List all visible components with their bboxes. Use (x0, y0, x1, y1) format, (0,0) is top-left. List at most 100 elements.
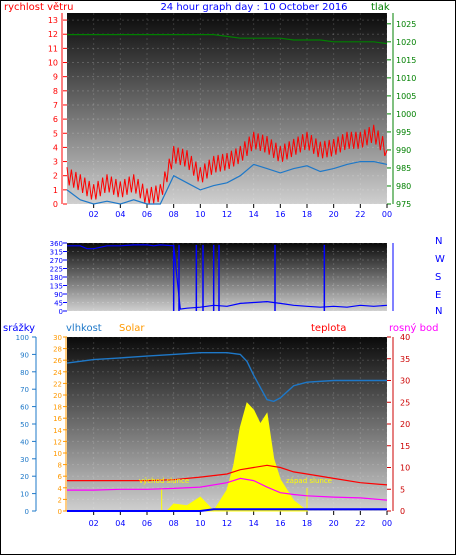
panel-direction (67, 243, 387, 311)
humidity-y-tick-label: 2 (58, 496, 62, 504)
chart-title: 24 hour graph day : 10 October 2016 (160, 2, 347, 13)
solar-label: Solar (119, 323, 145, 334)
rain-y-tick-label: 20 (20, 473, 29, 481)
x-tick-label: 18 (302, 519, 312, 528)
temperature-y-tick-label: 10 (400, 464, 410, 473)
rain-y-tick-label: 40 (20, 438, 29, 446)
x-tick-label: 00 (382, 210, 392, 219)
x-tick-label: 08 (169, 519, 179, 528)
pressure-y-tick-label: 1020 (396, 38, 416, 47)
x-tick-label: 00 (382, 519, 392, 528)
humidity-y-tick-label: 0 (58, 508, 62, 516)
direction-y-tick-label: 135 (50, 283, 63, 291)
humidity-y-tick-label: 8 (58, 462, 62, 470)
rain-y-tick-label: 50 (20, 421, 29, 429)
humidity-y-tick-label: 12 (53, 438, 62, 446)
wind-average-line (66, 161, 388, 205)
wind-y-tick-label: 4 (53, 143, 58, 152)
rain-y-tick-label: 30 (20, 456, 29, 464)
x-tick-label: 12 (222, 210, 232, 219)
rain-y-tick-label: 10 (20, 491, 29, 499)
compass-label: N (435, 236, 442, 247)
rain-y-tick-label: 0 (25, 508, 29, 516)
pressure-y-tick-label: 1025 (396, 20, 416, 29)
pressure-y-tick-label: 975 (396, 200, 411, 209)
wind-y-tick-label: 11 (48, 44, 58, 53)
humidity-y-tick-label: 14 (53, 427, 62, 435)
humidity-y-tick-label: 18 (53, 404, 62, 412)
wind-direction-line (67, 244, 388, 310)
x-tick-label: 06 (142, 210, 152, 219)
x-tick-label: 22 (355, 519, 365, 528)
direction-y-tick-label: 225 (50, 266, 63, 274)
x-tick-label: 14 (249, 210, 259, 219)
direction-y-tick-label: 90 (54, 291, 63, 299)
humidity-y-tick-label: 26 (53, 357, 62, 365)
temperature-y-tick-label: 30 (400, 377, 410, 386)
axes: 0123456789101112139759809859909951000100… (16, 13, 445, 528)
compass-label: N (435, 306, 442, 317)
humidity-y-tick-label: 16 (53, 415, 62, 423)
humidity-y-tick-label: 24 (53, 369, 62, 377)
humidity-y-tick-label: 22 (53, 380, 62, 388)
x-tick-label: 10 (195, 519, 205, 528)
x-tick-label: 08 (169, 210, 179, 219)
sunrise-label: východ slunce (139, 477, 189, 485)
x-tick-label: 16 (275, 210, 285, 219)
compass-label: W (435, 254, 445, 265)
wind-y-tick-label: 12 (48, 30, 58, 39)
x-tick-label: 02 (89, 210, 99, 219)
temperature-y-tick-label: 15 (400, 442, 410, 451)
wind-y-tick-label: 9 (53, 73, 58, 82)
pressure-y-tick-label: 1000 (396, 110, 416, 119)
x-tick-label: 12 (222, 519, 232, 528)
direction-y-tick-label: 360 (50, 240, 63, 248)
x-tick-label: 04 (115, 210, 125, 219)
sunset-label: západ slunce (286, 477, 332, 485)
humidity-y-tick-label: 10 (53, 450, 62, 458)
x-tick-label: 10 (195, 210, 205, 219)
direction-y-tick-label: 315 (50, 249, 63, 257)
temperature-y-tick-label: 40 (400, 333, 410, 342)
x-tick-label: 14 (249, 519, 259, 528)
rain-y-tick-label: 70 (20, 386, 29, 394)
temperature-y-tick-label: 35 (400, 355, 410, 364)
wind-y-tick-label: 1 (53, 186, 58, 195)
humidity-line (66, 352, 387, 403)
humidity-y-tick-label: 4 (58, 485, 63, 493)
x-tick-label: 18 (302, 210, 312, 219)
rain-y-tick-label: 100 (16, 334, 29, 342)
pressure-y-tick-label: 990 (396, 146, 411, 155)
panel-climate (67, 337, 387, 511)
temperature-line (67, 464, 388, 486)
wind-y-tick-label: 8 (53, 87, 58, 96)
direction-y-tick-label: 0 (59, 308, 63, 316)
x-tick-label: 20 (329, 519, 339, 528)
humidity-y-tick-label: 28 (53, 346, 62, 354)
solar-area (165, 402, 309, 512)
wind-speed-line (66, 124, 388, 205)
direction-y-tick-label: 45 (54, 300, 63, 308)
panel-wind (67, 13, 387, 204)
pressure-y-tick-label: 1015 (396, 56, 416, 65)
humidity-y-tick-label: 20 (53, 392, 62, 400)
pressure-y-tick-label: 1005 (396, 92, 416, 101)
wind-y-tick-label: 10 (48, 59, 58, 68)
chart-marks (66, 33, 388, 512)
wind-y-tick-label: 6 (53, 115, 58, 124)
wind-y-tick-label: 2 (53, 172, 58, 181)
wind-y-tick-label: 3 (53, 158, 58, 167)
pressure-y-tick-label: 1010 (396, 74, 416, 83)
pressure-label: tlak (371, 2, 390, 13)
compass-label: E (435, 290, 441, 301)
x-tick-label: 16 (275, 519, 285, 528)
rain-label: srážky (3, 322, 35, 334)
x-tick-label: 20 (329, 210, 339, 219)
pressure-y-tick-label: 985 (396, 164, 411, 173)
x-tick-label: 22 (355, 210, 365, 219)
rain-y-tick-label: 90 (20, 351, 29, 359)
rain-y-tick-label: 80 (20, 369, 29, 377)
wind-y-tick-label: 7 (53, 101, 58, 110)
wind-y-tick-label: 13 (48, 16, 58, 25)
